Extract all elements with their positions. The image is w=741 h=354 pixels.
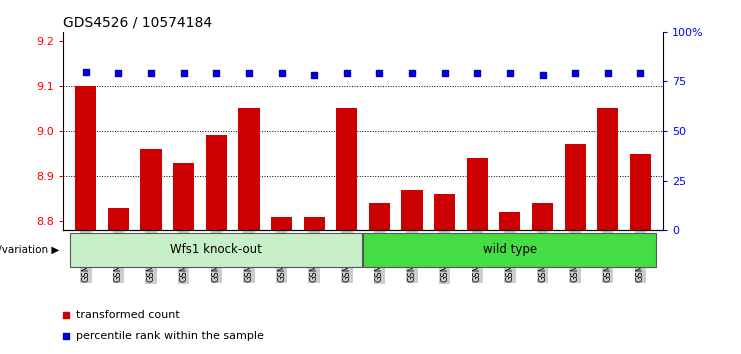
Bar	[402, 189, 422, 230]
Point	[178, 71, 190, 76]
Point	[634, 71, 646, 76]
Point	[569, 71, 581, 76]
Point	[471, 71, 483, 76]
Bar	[597, 108, 618, 230]
Point	[210, 71, 222, 76]
Point	[385, 33, 396, 39]
Point	[113, 71, 124, 76]
Bar	[467, 158, 488, 230]
Point	[308, 73, 320, 78]
Bar	[532, 203, 553, 230]
Bar	[108, 207, 129, 230]
Point	[373, 71, 385, 76]
Bar	[630, 154, 651, 230]
Bar	[271, 217, 292, 230]
Text: genotype/variation ▶: genotype/variation ▶	[0, 245, 59, 255]
Bar	[336, 108, 357, 230]
Point	[341, 71, 353, 76]
Bar	[369, 203, 390, 230]
Point	[504, 71, 516, 76]
Text: percentile rank within the sample: percentile rank within the sample	[76, 331, 264, 341]
Text: wild type: wild type	[483, 243, 537, 256]
Bar	[76, 86, 96, 230]
Point	[385, 226, 396, 232]
Point	[406, 71, 418, 76]
Point	[145, 71, 157, 76]
Bar	[239, 108, 259, 230]
Bar	[565, 144, 585, 230]
Point	[536, 73, 548, 78]
Text: GDS4526 / 10574184: GDS4526 / 10574184	[63, 15, 212, 29]
Bar	[304, 217, 325, 230]
Point	[80, 69, 92, 74]
Point	[243, 71, 255, 76]
Bar	[499, 212, 520, 230]
Point	[602, 71, 614, 76]
Text: Wfs1 knock-out: Wfs1 knock-out	[170, 243, 262, 256]
FancyBboxPatch shape	[363, 233, 656, 267]
Point	[276, 71, 288, 76]
Bar	[141, 149, 162, 230]
FancyBboxPatch shape	[70, 233, 362, 267]
Bar	[173, 162, 194, 230]
Text: transformed count: transformed count	[76, 310, 180, 320]
Bar	[434, 194, 455, 230]
Point	[439, 71, 451, 76]
Bar	[206, 136, 227, 230]
